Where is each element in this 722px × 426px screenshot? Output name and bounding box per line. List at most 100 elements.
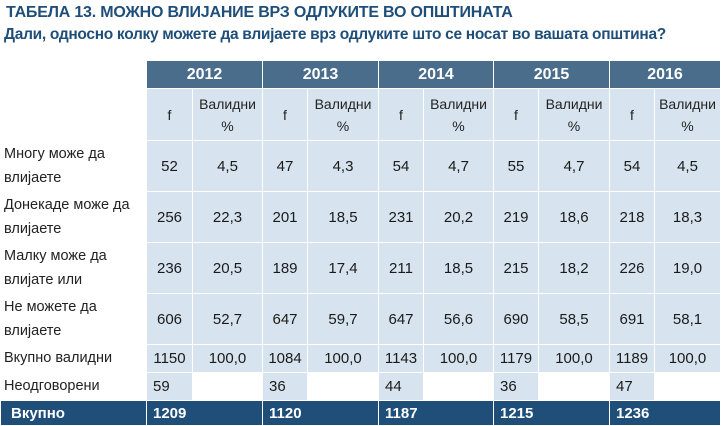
cell: 690 (493, 293, 539, 345)
table-row: Донекаде може да влијаете 256 22,3 201 1… (0, 191, 721, 243)
row-label: Малку може да влијате или (0, 242, 147, 294)
cell (654, 372, 721, 401)
cell (538, 372, 610, 401)
col-f: f (262, 88, 308, 141)
table-title-text: МОЖНО ВЛИЈАНИЕ ВРЗ ОДЛУКИТЕ ВО ОПШТИНАТА (100, 4, 513, 21)
cell: 4,5 (192, 140, 263, 192)
col-valid: Валидни % (654, 88, 721, 141)
cell (423, 372, 494, 401)
cell: 56,6 (423, 293, 494, 345)
cell: 55 (493, 140, 539, 192)
cell: 52,7 (192, 293, 263, 345)
cell: 606 (146, 293, 193, 345)
col-f: f (609, 88, 655, 141)
table-row: Неодговорени 59 36 44 36 47 (0, 372, 721, 401)
cell: 36 (493, 372, 539, 401)
cell: 52 (146, 140, 193, 192)
total-cell: 1236 (609, 400, 721, 426)
row-label: Многу може да влијаете (0, 140, 147, 192)
cell: 219 (493, 191, 539, 243)
cell: 647 (262, 293, 308, 345)
cell: 18,3 (654, 191, 721, 243)
cell: 691 (609, 293, 655, 345)
cell: 100,0 (423, 344, 494, 373)
total-cell: 1209 (146, 400, 263, 426)
cell: 256 (146, 191, 193, 243)
cell: 4,3 (307, 140, 379, 192)
col-f: f (493, 88, 539, 141)
cell: 47 (609, 372, 655, 401)
row-label: Не можете да влијаете (0, 293, 147, 345)
total-label: Вкупно (0, 400, 147, 426)
cell: 100,0 (192, 344, 263, 373)
cell: 17,4 (307, 242, 379, 294)
table-row: Малку може да влијате или 236 20,5 189 1… (0, 242, 721, 294)
year-header: 2012 (146, 60, 263, 89)
col-f: f (378, 88, 424, 141)
cell: 1150 (146, 344, 193, 373)
cell: 211 (378, 242, 424, 294)
cell: 58,1 (654, 293, 721, 345)
year-header: 2016 (609, 60, 721, 89)
cell: 236 (146, 242, 193, 294)
corner-cell (0, 88, 147, 141)
table-row: Вкупно валидни 1150 100,0 1084 100,0 114… (0, 344, 721, 373)
cell: 20,2 (423, 191, 494, 243)
table-number: ТАБЕЛА 13. (6, 4, 96, 21)
col-f: f (146, 88, 193, 141)
total-cell: 1187 (378, 400, 494, 426)
cell: 22,3 (192, 191, 263, 243)
cell: 4,5 (654, 140, 721, 192)
cell (192, 372, 263, 401)
cell: 100,0 (538, 344, 610, 373)
row-label: Вкупно валидни (0, 344, 147, 373)
cell: 36 (262, 372, 308, 401)
column-header-row: f Валидни % f Валидни % f Валидни % f Ва… (0, 88, 721, 141)
cell: 1179 (493, 344, 539, 373)
year-header: 2013 (262, 60, 379, 89)
year-header: 2014 (378, 60, 494, 89)
year-header: 2015 (493, 60, 610, 89)
col-valid: Валидни % (423, 88, 494, 141)
table-subtitle: Дали, односно колку можете да влијаете в… (4, 26, 666, 43)
cell: 226 (609, 242, 655, 294)
col-valid: Валидни % (538, 88, 610, 141)
cell: 1143 (378, 344, 424, 373)
cell (307, 372, 379, 401)
cell: 1189 (609, 344, 655, 373)
cell: 18,2 (538, 242, 610, 294)
col-valid: Валидни % (192, 88, 263, 141)
cell: 59,7 (307, 293, 379, 345)
cell: 54 (609, 140, 655, 192)
col-valid: Валидни % (307, 88, 379, 141)
table-row: Многу може да влијаете 52 4,5 47 4,3 54 … (0, 140, 721, 192)
cell: 18,5 (423, 242, 494, 294)
cell: 218 (609, 191, 655, 243)
cell: 647 (378, 293, 424, 345)
total-row: Вкупно 1209 1120 1187 1215 1236 (0, 400, 721, 426)
cell: 54 (378, 140, 424, 192)
total-cell: 1215 (493, 400, 610, 426)
cell: 18,6 (538, 191, 610, 243)
corner-cell (0, 60, 147, 89)
year-header-row: 2012 2013 2014 2015 2016 (0, 60, 721, 89)
cell: 20,5 (192, 242, 263, 294)
cell: 231 (378, 191, 424, 243)
cell: 100,0 (307, 344, 379, 373)
table-row: Не можете да влијаете 606 52,7 647 59,7 … (0, 293, 721, 345)
cell: 189 (262, 242, 308, 294)
cell: 215 (493, 242, 539, 294)
cell: 44 (378, 372, 424, 401)
table-title: ТАБЕЛА 13. МОЖНО ВЛИЈАНИЕ ВРЗ ОДЛУКИТЕ В… (6, 4, 513, 22)
cell: 58,5 (538, 293, 610, 345)
cell: 201 (262, 191, 308, 243)
cell: 59 (146, 372, 193, 401)
cell: 18,5 (307, 191, 379, 243)
cell: 100,0 (654, 344, 721, 373)
cell: 4,7 (538, 140, 610, 192)
row-label: Неодговорени (0, 372, 147, 401)
cell: 1084 (262, 344, 308, 373)
total-cell: 1120 (262, 400, 379, 426)
cell: 19,0 (654, 242, 721, 294)
cell: 4,7 (423, 140, 494, 192)
